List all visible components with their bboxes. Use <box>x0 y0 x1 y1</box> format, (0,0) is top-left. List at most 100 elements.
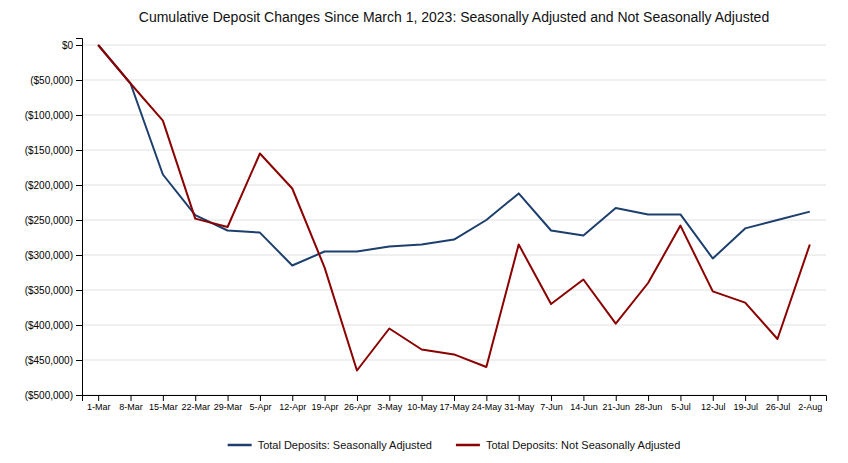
x-tick-label: 26-Apr <box>344 402 371 412</box>
x-tick-label: 8-Mar <box>119 402 143 412</box>
y-tick: ($450,000) <box>25 355 82 366</box>
x-axis-line <box>83 396 827 402</box>
x-tick-mark <box>551 395 552 401</box>
y-tick: ($500,000) <box>25 390 82 401</box>
legend: Total Deposits: Seasonally Adjusted Total… <box>228 439 681 451</box>
y-axis: $0 ($50,000) ($100,000) ($150,000) ($200,000… <box>25 39 83 401</box>
x-tick-label: 22-Mar <box>181 402 210 412</box>
x-tick-label: 14-Jun <box>570 402 598 412</box>
x-tick: 1-Mar <box>87 395 111 412</box>
x-tick-label: 17-May <box>439 402 470 412</box>
y-tick-label: ($500,000) <box>25 390 73 401</box>
y-tick: ($350,000) <box>25 285 82 296</box>
x-tick: 21-Jun <box>602 395 630 412</box>
y-tick: ($250,000) <box>25 215 82 226</box>
y-tick-label: ($100,000) <box>25 110 73 121</box>
y-tick: ($50,000) <box>30 75 82 86</box>
x-tick-label: 12-Apr <box>279 402 306 412</box>
series-group <box>98 45 810 371</box>
x-tick-mark <box>616 395 617 401</box>
y-tick: ($300,000) <box>25 250 82 261</box>
x-tick-mark <box>583 395 584 401</box>
y-tick: ($150,000) <box>25 145 82 156</box>
x-tick: 19-Jul <box>733 395 758 412</box>
x-tick-mark <box>777 395 778 401</box>
grid <box>82 45 826 395</box>
y-tick-mark <box>76 150 82 151</box>
y-tick-label: ($200,000) <box>25 180 73 191</box>
grid-line <box>82 115 826 116</box>
x-tick-mark <box>131 395 132 401</box>
x-tick: 12-Apr <box>279 395 306 412</box>
x-tick: 31-May <box>504 395 535 412</box>
x-tick-label: 7-Jun <box>540 402 563 412</box>
y-tick-label: ($450,000) <box>25 355 73 366</box>
x-tick: 15-Mar <box>149 395 178 412</box>
x-tick-label: 19-Jul <box>733 402 758 412</box>
x-tick: 22-Mar <box>181 395 210 412</box>
x-tick-mark <box>454 395 455 401</box>
chart: Cumulative Deposit Changes Since March 1… <box>0 0 848 463</box>
y-tick-mark <box>76 395 82 396</box>
x-tick-mark <box>389 395 390 401</box>
y-tick-label: ($300,000) <box>25 250 73 261</box>
grid-line <box>82 185 826 186</box>
x-tick: 14-Jun <box>570 395 598 412</box>
grid-line <box>82 45 826 46</box>
x-tick: 26-Apr <box>344 395 371 412</box>
grid-line <box>82 360 826 361</box>
x-tick: 28-Jun <box>635 395 663 412</box>
legend-swatch <box>456 444 480 447</box>
grid-line <box>82 255 826 256</box>
y-tick-label: ($400,000) <box>25 320 73 331</box>
x-tick: 24-May <box>472 395 503 412</box>
x-tick-label: 28-Jun <box>635 402 663 412</box>
legend-label: Total Deposits: Not Seasonally Adjusted <box>486 439 680 451</box>
grid-line <box>82 80 826 81</box>
x-tick-mark <box>163 395 164 401</box>
x-tick-label: 24-May <box>472 402 503 412</box>
x-axis: 1-Mar 8-Mar 15-Mar22-Mar 29-Mar 5-Apr 12-Apr 1… <box>83 395 827 412</box>
y-tick-mark <box>76 360 82 361</box>
legend-item: Total Deposits: Seasonally Adjusted <box>228 439 432 451</box>
y-tick-label: $0 <box>62 40 74 51</box>
y-tick: ($100,000) <box>25 110 82 121</box>
x-tick-mark <box>357 395 358 401</box>
x-tick-label: 10-May <box>407 402 438 412</box>
y-tick-mark <box>76 325 82 326</box>
y-tick-label: ($250,000) <box>25 215 73 226</box>
x-tick-label: 26-Jul <box>766 402 791 412</box>
x-tick-label: 19-Apr <box>312 402 339 412</box>
x-tick-mark <box>713 395 714 401</box>
x-tick-label: 15-Mar <box>149 402 178 412</box>
x-tick: 19-Apr <box>312 395 339 412</box>
x-tick-mark <box>648 395 649 401</box>
y-tick: ($400,000) <box>25 320 82 331</box>
x-tick-mark <box>486 395 487 401</box>
x-tick-label: 31-May <box>504 402 535 412</box>
series-line <box>98 45 810 371</box>
series-line <box>98 45 810 266</box>
x-tick-label: 29-Mar <box>214 402 243 412</box>
grid-line <box>82 220 826 221</box>
x-tick: 2-Aug <box>798 395 822 412</box>
x-tick-label: 2-Aug <box>798 402 822 412</box>
x-tick-label: 3-May <box>377 402 403 412</box>
x-tick: 7-Jun <box>540 395 563 412</box>
x-tick-label: 1-Mar <box>87 402 111 412</box>
plot: $0 ($50,000) ($100,000) ($150,000) ($200,000… <box>25 39 827 413</box>
grid-line <box>82 290 826 291</box>
x-tick: 5-Jul <box>671 395 691 412</box>
x-tick: 3-May <box>377 395 403 412</box>
x-tick-mark <box>195 395 196 401</box>
x-tick: 5-Apr <box>249 395 271 412</box>
x-tick-mark <box>422 395 423 401</box>
y-tick-mark <box>76 220 82 221</box>
x-tick-mark <box>98 395 99 401</box>
x-tick: 17-May <box>439 395 470 412</box>
legend-label: Total Deposits: Seasonally Adjusted <box>258 439 432 451</box>
x-tick-label: 5-Apr <box>249 402 271 412</box>
title: Cumulative Deposit Changes Since March 1… <box>139 9 769 25</box>
x-tick: 26-Jul <box>766 395 791 412</box>
x-tick-mark <box>519 395 520 401</box>
